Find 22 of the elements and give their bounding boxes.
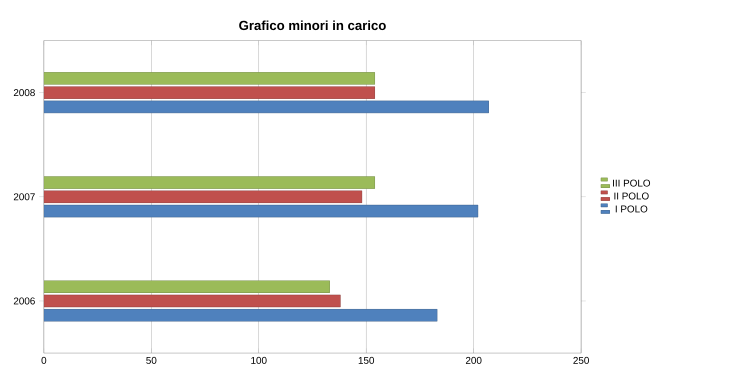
x-tick-label: 100 (251, 356, 267, 364)
y-tick-label: 2007 (14, 193, 35, 200)
bar (44, 176, 376, 189)
legend-label: I POLO (616, 205, 648, 212)
bar (44, 294, 341, 308)
x-tick-label: 0 (41, 356, 46, 364)
bar (44, 86, 376, 99)
x-tick-label: 50 (146, 356, 156, 364)
chart-title: Grafico minori in carico (239, 20, 386, 30)
legend-label: III POLO (613, 180, 650, 187)
y-tick-label: 2006 (14, 297, 35, 304)
bar (44, 72, 376, 85)
legend-label: II POLO (614, 192, 649, 200)
bar (44, 204, 478, 218)
x-tick-label: 200 (466, 356, 482, 364)
bar (44, 308, 438, 322)
bar (44, 190, 362, 203)
y-tick-label: 2008 (14, 89, 35, 96)
x-tick-label: 150 (358, 356, 374, 364)
bar (44, 100, 489, 114)
bar (44, 280, 330, 293)
x-tick-label: 250 (573, 356, 589, 364)
